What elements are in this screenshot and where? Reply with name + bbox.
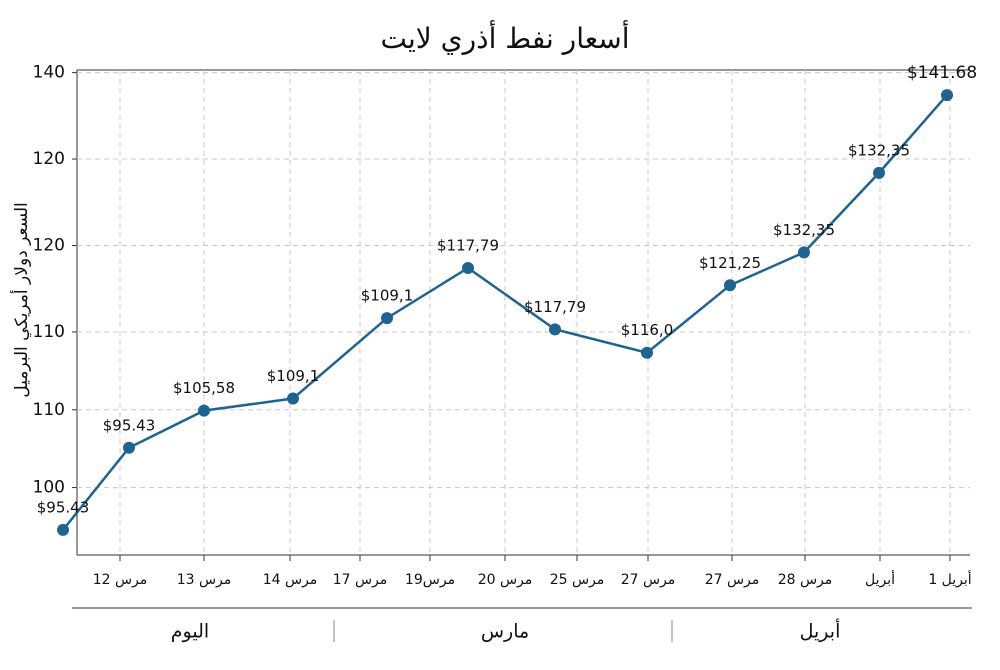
data-label: $109,1 <box>361 287 414 305</box>
data-label: $141.68 <box>907 63 977 83</box>
data-point <box>287 392 299 405</box>
x-tick-label: أبريل <box>865 570 895 588</box>
x-tick-label: 19مرس <box>405 572 455 588</box>
data-point <box>549 323 561 336</box>
x-tick-label: 20 مرس <box>478 572 533 588</box>
x-tick-label: 27 مرس <box>621 572 676 588</box>
data-point <box>57 523 69 536</box>
x-tick-label: 17 مرس <box>333 572 388 588</box>
x-tick-label: 1 أبريل <box>928 570 971 588</box>
data-label: $95.43 <box>103 416 156 434</box>
data-point <box>798 246 810 259</box>
data-point <box>873 166 885 179</box>
y-tick-label: 110 <box>33 400 65 420</box>
data-label: $109,1 <box>267 367 320 385</box>
y-tick-label: 120 <box>33 149 65 169</box>
x-tick-label: 14 مرس <box>263 572 318 588</box>
group-label: مارس <box>481 621 529 643</box>
y-tick-label: 100 <box>33 478 65 498</box>
data-point <box>198 404 210 417</box>
x-tick-label: 27 مرس <box>705 572 760 588</box>
x-tick-label: 12 مرس <box>93 572 148 588</box>
y-axis-label: السعر دولار أمريكي البرميل <box>10 202 32 398</box>
data-label: $116,0 <box>621 321 674 339</box>
chart-title: أسعار نفط أذري لايت <box>381 19 630 55</box>
data-label: $121,25 <box>699 254 761 272</box>
data-point <box>462 261 474 274</box>
data-label: $117,79 <box>437 236 499 254</box>
data-label: $117,79 <box>524 298 586 316</box>
series-line <box>62 94 948 531</box>
group-label: اليوم <box>171 621 209 643</box>
data-label: $132,35 <box>848 141 910 159</box>
data-label: $95.43 <box>37 498 90 516</box>
group-label: أبريل <box>800 619 841 643</box>
x-tick-label: 13 مرس <box>177 572 232 588</box>
data-point <box>641 346 653 359</box>
y-tick-label: 140 <box>33 63 65 83</box>
data-point <box>724 279 736 292</box>
x-tick-label: 28 مرس <box>778 572 833 588</box>
y-tick-label: 110 <box>33 322 65 342</box>
data-label: $105,58 <box>173 379 235 397</box>
data-label: $132,35 <box>773 221 835 239</box>
data-point <box>941 89 953 102</box>
data-point <box>123 441 135 454</box>
y-tick-label: 120 <box>33 235 65 255</box>
x-tick-label: 25 مرس <box>550 572 605 588</box>
data-point <box>381 312 393 325</box>
